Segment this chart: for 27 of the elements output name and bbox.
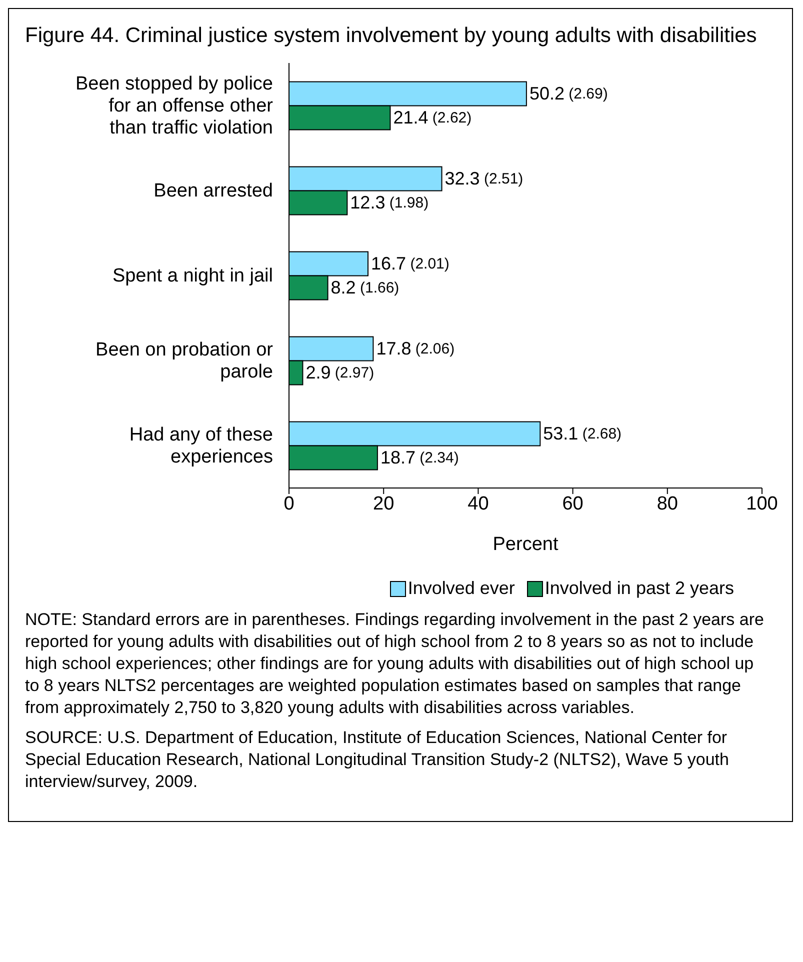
x-tick-label: 60 bbox=[562, 493, 584, 514]
chart-title: Figure 44. Criminal justice system involvement by young adults with disabilities bbox=[25, 23, 757, 49]
text: NOTE: Standard errors are in parentheses. Findings regarding involvement in the past 2 years are reported for young adults with disabilities out of high school from 2 to 8 years so as not to include high school experiences; other findings are for young adults with disabilities out of high school up to 8 years NLTS2 percentages are weighted population estimates based on samples that range from approximately 2,750 to 3,820 young adults with disabilities across variables. bbox=[24, 609, 765, 719]
legend-label: Involved in past 2 years bbox=[544, 578, 734, 599]
x-tick-label: 0 bbox=[284, 493, 294, 514]
y-tick-label: Been arrested bbox=[154, 180, 273, 201]
legend-label: Involved ever bbox=[406, 578, 515, 599]
data-label: 12.3 (1.98) bbox=[350, 192, 429, 213]
y-tick-label: Spent a night in jail bbox=[112, 265, 273, 286]
data-label: 8.2 (1.66) bbox=[330, 278, 400, 298]
x-tick-label: 100 bbox=[746, 493, 778, 514]
x-axis-title: Percent bbox=[492, 534, 559, 555]
y-tick-label: Had any of these experiences bbox=[129, 424, 273, 467]
x-tick-label: 20 bbox=[373, 493, 394, 514]
y-tick-label: Been stopped by police for an offense other than traffic violation bbox=[75, 73, 274, 138]
data-label: 53.1 (2.68) bbox=[543, 424, 622, 444]
x-tick-label: 40 bbox=[468, 493, 489, 514]
data-label: 32.3 (2.51) bbox=[444, 168, 524, 189]
data-label: 17.8 (2.06) bbox=[376, 338, 455, 359]
data-label: 2.9 (2.97) bbox=[306, 362, 374, 383]
data-label: 16.7 (2.01) bbox=[370, 254, 450, 274]
source-note: SOURCE: U.S. Department of Education, Institute of Education Sciences, National Center for Special Education Research, National Longitudinal Transition Study-2 (NLTS2), Wave 5 youth interview/survey, 2009. bbox=[24, 727, 730, 793]
y-tick-label: Been on probation or parole bbox=[96, 339, 274, 382]
data-label: 50.2 (2.69) bbox=[529, 84, 608, 104]
x-tick-label: 80 bbox=[656, 493, 678, 514]
data-label: 21.4 (2.62) bbox=[393, 108, 472, 128]
data-label: 18.7 (2.34) bbox=[380, 448, 459, 468]
